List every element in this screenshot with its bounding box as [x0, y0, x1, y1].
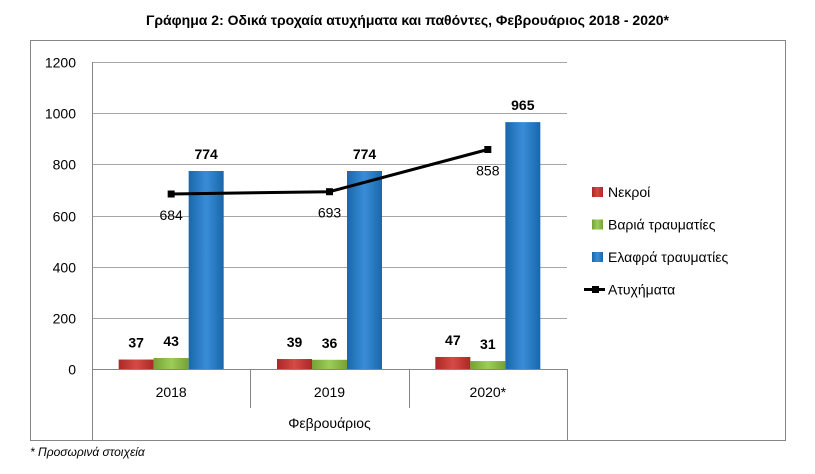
legend-swatch-2 [592, 252, 603, 262]
legend-swatch-0 [592, 187, 603, 197]
bar-value-label-s1-c2: 31 [480, 336, 496, 352]
x-axis-group-label: Φεβρουάριος [288, 415, 371, 431]
y-tick-label-0: 0 [68, 362, 76, 378]
bar-s2-c1 [347, 170, 382, 369]
y-tick-label-2: 400 [53, 260, 77, 276]
legend-item-3: Ατυχήματα [584, 282, 675, 298]
bar-s0-c1 [277, 359, 312, 369]
y-tick-label-4: 800 [53, 157, 77, 173]
bar-value-label-s0-c2: 47 [445, 332, 461, 348]
legend-item-0: Νεκροί [592, 184, 650, 200]
bar-s2-c0 [188, 170, 224, 369]
legend-label-2: Ελαφρά τραυματίες [608, 249, 729, 265]
y-tick-label-6: 1200 [45, 55, 76, 71]
legend-label-1: Βαριά τραυματίες [608, 217, 716, 233]
legend-marker-3 [592, 286, 599, 293]
line-value-label-s0-c1: 693 [318, 205, 342, 221]
x-tick-label-0: 2018 [156, 384, 187, 400]
bar-value-label-s1-c0: 43 [163, 333, 179, 349]
legend-item-1: Βαριά τραυματίες [592, 217, 716, 233]
line-point-s0-c1 [326, 188, 333, 196]
line-point-s0-c2 [484, 145, 492, 153]
x-tick-label-2: 2020* [470, 384, 507, 400]
y-tick-label-1: 200 [53, 311, 77, 327]
footnote: * Προσωρινά στοιχεία [30, 445, 145, 459]
bar-s2-c2 [505, 122, 541, 369]
bar-value-label-s2-c1: 774 [353, 146, 377, 162]
y-tick-label-5: 1000 [45, 106, 76, 122]
x-tick-label-1: 2019 [314, 384, 345, 400]
bar-s0-c0 [118, 359, 154, 369]
bar-value-label-s0-c1: 39 [287, 334, 303, 350]
line-value-label-s0-c0: 684 [159, 207, 183, 223]
legend-swatch-1 [592, 219, 603, 230]
bar-value-label-s2-c0: 774 [194, 146, 218, 162]
bar-s1-c1 [312, 359, 347, 369]
legend-label-0: Νεκροί [608, 184, 650, 200]
y-tick-label-3: 600 [53, 209, 77, 225]
bar-s1-c0 [153, 357, 189, 369]
legend-label-3: Ατυχήματα [608, 282, 675, 298]
bar-value-label-s2-c2: 965 [511, 97, 535, 113]
bar-s0-c2 [435, 356, 471, 369]
bar-value-label-s1-c1: 36 [322, 335, 338, 351]
chart-frame [30, 40, 786, 441]
legend-item-2: Ελαφρά τραυματίες [592, 249, 729, 265]
chart-title: Γράφημα 2: Οδικά τροχαία ατυχήματα και π… [145, 12, 670, 28]
bar-value-label-s0-c0: 37 [128, 335, 144, 351]
bar-s1-c2 [470, 361, 506, 369]
line-point-s0-c0 [167, 190, 175, 198]
line-value-label-s0-c2: 858 [476, 162, 500, 178]
